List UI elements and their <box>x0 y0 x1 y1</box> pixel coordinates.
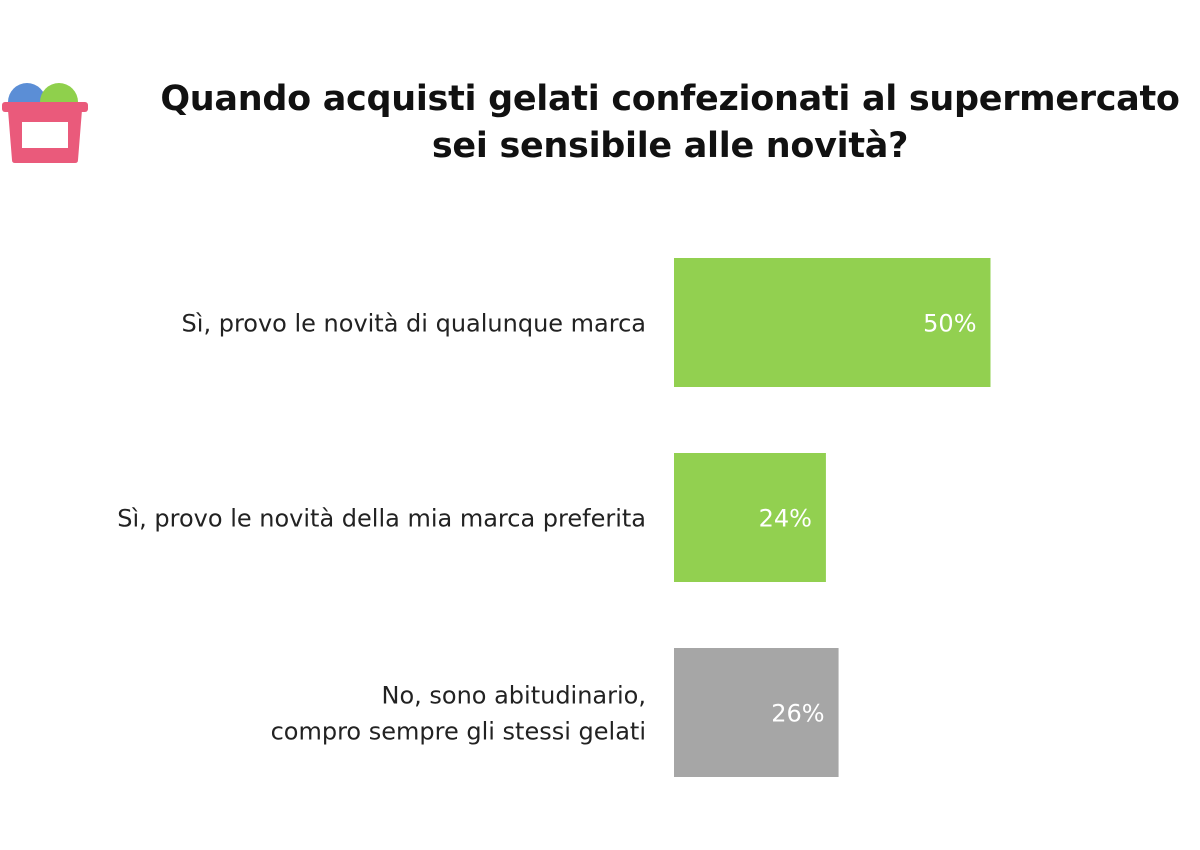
bar-value-label-2: 24% <box>759 505 812 533</box>
ice-cream-basket-icon <box>2 83 88 163</box>
category-label-3-line-2: compro sempre gli stessi gelati <box>271 718 646 746</box>
category-label-1: Sì, provo le novità di qualunque marca <box>182 310 646 338</box>
chart-title: Quando acquisti gelati confezionati al s… <box>140 76 1200 170</box>
bar-value-label-3: 26% <box>771 700 824 728</box>
category-label-2: Sì, provo le novità della mia marca pref… <box>117 505 646 533</box>
bar-2 <box>674 453 826 582</box>
bar-value-label-1: 50% <box>923 310 976 338</box>
bar-1 <box>674 258 991 387</box>
bar-3 <box>674 648 839 777</box>
title-line-1: Quando acquisti gelati confezionati al s… <box>160 79 1180 119</box>
category-label-3-line-1: No, sono abitudinario, <box>381 682 646 710</box>
title-line-2: sei sensibile alle novità? <box>431 126 909 166</box>
